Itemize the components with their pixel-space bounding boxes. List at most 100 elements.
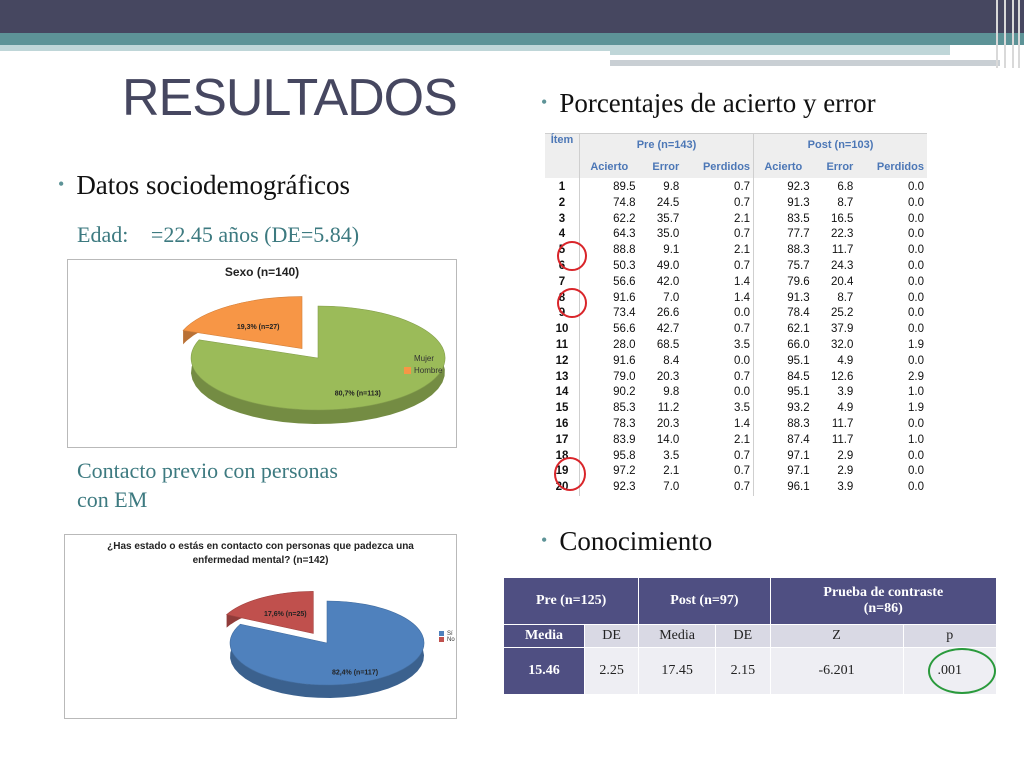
- items-table-row: 9 73.4 26.6 0.0 78.4 25.2 0.0: [545, 306, 927, 323]
- chart-sex-title: Sexo (n=140): [224, 265, 300, 279]
- pie-data-label: 82,4% (n=117): [332, 670, 378, 677]
- knowledge-sub: DE: [715, 624, 771, 648]
- items-header-post: Post (n=103): [753, 133, 927, 156]
- items-header-pre: Pre (n=143): [578, 133, 754, 156]
- knowledge-value: 2.15: [715, 647, 771, 695]
- item-value: 88.3: [753, 416, 813, 433]
- item-value: 85.3: [578, 401, 639, 417]
- item-value: 97.1: [753, 464, 813, 481]
- item-value: 6.8: [837, 181, 854, 193]
- item-value: 32.0: [830, 338, 854, 351]
- item-value: 1.4: [734, 291, 751, 304]
- knowledge-sub: Media: [503, 624, 585, 648]
- item-value: 0.7: [734, 196, 751, 209]
- knowledge-header-post: Post (n=97): [638, 577, 771, 625]
- age-text: Edad: ⃞=22.45 años (DE=5.84): [77, 222, 360, 247]
- item-value: 78.4: [753, 306, 813, 323]
- bullet-percent: • Porcentajes de acierto y error: [541, 88, 876, 119]
- item-value: 0.0: [908, 228, 924, 241]
- item-value: 0.7: [734, 323, 751, 336]
- header-line: [1018, 0, 1020, 68]
- item-value: 91.3: [753, 290, 813, 307]
- items-table-row: 5 88.8 9.1 2.1 88.3 11.7 0.0: [545, 243, 927, 259]
- knowledge-sub: Media: [638, 624, 717, 648]
- header-bar-dark: [0, 0, 1024, 33]
- items-table-row: 18 95.8 3.5 0.7 97.1 2.9 0.0: [545, 448, 927, 465]
- header-bar-teal: [0, 33, 1024, 45]
- bullet-percent-label: Porcentajes de acierto y error: [559, 88, 876, 118]
- item-number: 16: [555, 417, 569, 430]
- pie-slice: [182, 296, 303, 349]
- item-value: 35.0: [656, 228, 680, 241]
- item-value: 0.7: [734, 259, 751, 272]
- knowledge-sub: DE: [583, 624, 640, 648]
- legend-label: Hombre: [414, 366, 443, 375]
- chart-contact: ¿Has estado o estás en contacto con pers…: [64, 534, 457, 719]
- item-value: 62.1: [753, 322, 813, 338]
- knowledge-header-pre: Pre (n=125): [502, 577, 640, 625]
- items-subheader: Error: [638, 156, 683, 178]
- knowledge-table: Pre (n=125) Post (n=97) Prueba de contra…: [502, 577, 998, 695]
- item-value: 2.9: [908, 370, 924, 383]
- item-value: 50.3: [578, 258, 639, 275]
- item-value: 25.2: [830, 307, 854, 320]
- item-value: 42.7: [656, 323, 680, 336]
- contact-text-line2: con EM: [77, 487, 148, 512]
- items-table-row: 10 56.6 42.7 0.7 62.1 37.9 0.0: [545, 322, 927, 338]
- item-value: 2.9: [837, 465, 854, 478]
- item-value: 56.6: [578, 274, 639, 291]
- knowledge-value: -6.201: [769, 647, 904, 695]
- item-value: 0.7: [734, 181, 751, 193]
- pie-data-label: 19,3% (n=27): [237, 324, 280, 331]
- knowledge-header-test-line2: (n=86): [863, 601, 903, 616]
- item-value: 91.3: [753, 195, 813, 212]
- item-value: 0.7: [734, 449, 751, 462]
- item-value: 3.5: [734, 402, 751, 415]
- chart-sex-svg: 80,7% (n=113) 19,3% (n=27): [182, 296, 446, 424]
- item-value: 73.4: [578, 306, 639, 323]
- item-value: 79.6: [753, 274, 813, 291]
- items-table-row: 19 97.2 2.1 0.7 97.1 2.9 0.0: [545, 464, 927, 481]
- contact-text: Contacto previo con personas con EM: [77, 456, 338, 514]
- header-line: [1012, 0, 1014, 68]
- item-value: 2.1: [663, 465, 680, 478]
- item-value: 3.9: [837, 386, 854, 399]
- item-value: 0.0: [734, 386, 751, 399]
- item-value: 4.9: [837, 402, 854, 415]
- item-number: 3: [558, 212, 566, 225]
- item-value: 91.6: [578, 353, 639, 370]
- bullet-knowledge: • Conocimiento: [541, 526, 712, 557]
- item-value: 0.7: [734, 465, 751, 478]
- contact-text-line1: Contacto previo con personas: [77, 458, 338, 483]
- item-number: 1: [558, 181, 566, 193]
- legend-item-mujer: Mujer: [404, 354, 442, 363]
- item-value: 20.3: [656, 370, 680, 383]
- item-value: 96.1: [753, 480, 813, 496]
- item-value: 0.0: [908, 291, 924, 304]
- item-value: 0.0: [908, 465, 924, 478]
- item-value: 35.7: [656, 212, 680, 225]
- items-table-row: 12 91.6 8.4 0.0 95.1 4.9 0.0: [545, 353, 927, 370]
- items-subheader: Perdidos: [856, 156, 927, 178]
- chart-contact-title-line2: enfermedad mental? (n=142): [192, 555, 329, 566]
- legend-label: Mujer: [414, 354, 435, 363]
- item-value: 1.0: [908, 386, 924, 399]
- highlight-circle-item-19: [554, 457, 586, 491]
- item-value: 2.9: [837, 449, 854, 462]
- bullet-dot-icon: •: [541, 92, 548, 112]
- item-number: 15: [555, 402, 569, 415]
- highlight-circle-p-value: [928, 648, 996, 694]
- item-value: 20.3: [656, 417, 680, 430]
- header-bar-gray: [610, 60, 1000, 66]
- header-bar-light-right: [610, 45, 950, 55]
- item-value: 2.1: [734, 244, 751, 257]
- item-value: 89.5: [578, 178, 639, 196]
- item-value: 0.0: [908, 212, 924, 225]
- items-table-row: 15 85.3 11.2 3.5 93.2 4.9 1.9: [545, 401, 927, 417]
- item-value: 1.9: [908, 338, 924, 351]
- items-table-row: 7 56.6 42.0 1.4 79.6 20.4 0.0: [545, 274, 927, 291]
- items-table-row: 14 90.2 9.8 0.0 95.1 3.9 1.0: [545, 385, 927, 402]
- header-bar-light: [0, 45, 610, 51]
- items-table-row: 4 64.3 35.0 0.7 77.7 22.3 0.0: [545, 227, 927, 244]
- items-table: Ítem Pre (n=143) Post (n=103) Acierto Err…: [545, 133, 927, 496]
